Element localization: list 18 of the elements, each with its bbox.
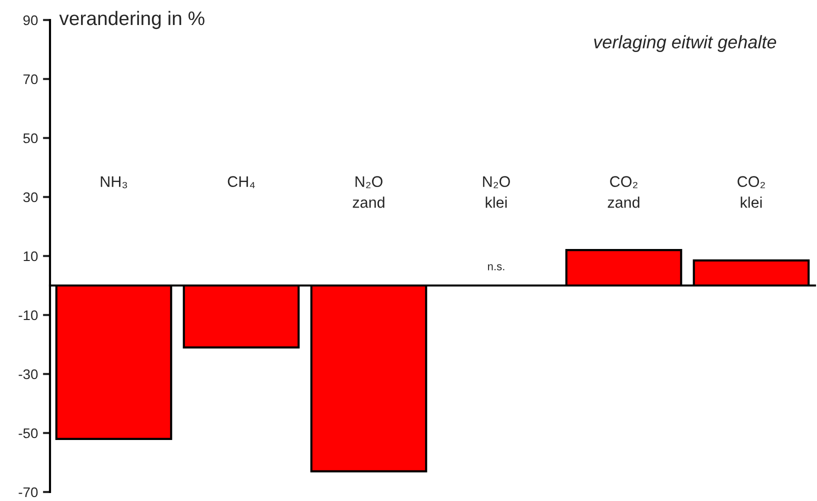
y-tick-label: -30 — [18, 369, 38, 380]
x-tick-label: N₂O klei — [483, 176, 510, 208]
y-tick-label: -50 — [18, 428, 38, 438]
x-tick-label: CO₂ zand — [608, 176, 640, 208]
y-tick-label: 10 — [24, 251, 38, 262]
x-tick-label: CH₄ — [228, 176, 255, 188]
text: verlaging eitwit gehalte — [594, 35, 776, 52]
x-tick-label: N₂O zand — [352, 176, 384, 208]
x-tick-label: NH₃ — [100, 176, 128, 188]
y-tick-label: -10 — [18, 310, 38, 320]
x-tick-label: CO₂ klei — [738, 176, 765, 208]
y-tick-label: 30 — [23, 192, 38, 202]
y-axis-title: verandering in % — [59, 10, 204, 30]
y-tick-label: 50 — [23, 133, 38, 144]
annotation: n.s. — [488, 264, 504, 270]
y-tick-label: 90 — [23, 15, 38, 26]
y-tick-label: 70 — [23, 74, 38, 84]
y-tick-label: -70 — [18, 487, 38, 498]
